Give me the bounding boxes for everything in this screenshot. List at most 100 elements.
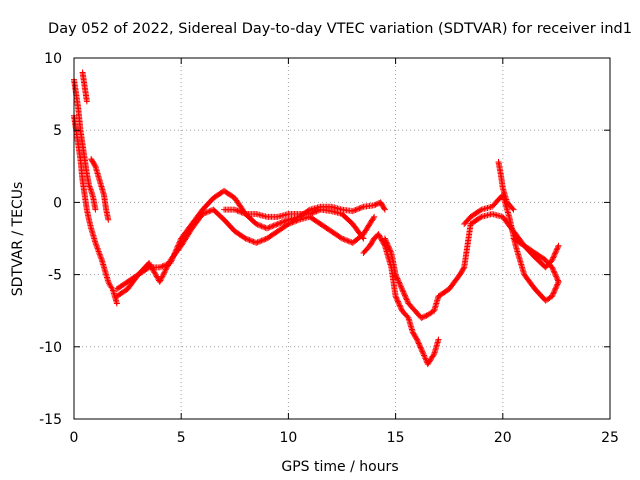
data-point xyxy=(288,219,295,226)
data-point xyxy=(92,239,99,246)
data-point xyxy=(286,220,293,227)
data-point xyxy=(337,234,344,241)
data-point xyxy=(238,209,245,216)
y-tick-label: -10 xyxy=(39,340,62,356)
y-tick-label: 0 xyxy=(53,195,62,211)
y-tick-label: -15 xyxy=(39,412,62,428)
data-point xyxy=(313,208,320,215)
chart-title: Day 052 of 2022, Sidereal Day-to-day VTE… xyxy=(48,21,632,37)
data-point xyxy=(549,264,556,271)
data-point xyxy=(421,353,428,360)
data-point xyxy=(160,270,167,277)
data-point xyxy=(549,255,556,262)
data-point xyxy=(202,209,209,216)
data-point xyxy=(510,206,517,213)
data-point xyxy=(395,278,402,285)
data-point xyxy=(205,208,211,215)
data-point xyxy=(341,236,348,243)
data-point xyxy=(86,182,93,189)
data-point xyxy=(343,237,350,244)
data-point xyxy=(398,284,405,291)
data-point xyxy=(266,224,273,231)
data-point xyxy=(199,210,206,217)
data-point xyxy=(397,303,404,310)
data-point xyxy=(161,269,168,276)
data-point xyxy=(162,266,169,273)
data-point xyxy=(551,269,558,276)
data-point xyxy=(165,261,172,268)
data-point xyxy=(370,215,377,222)
data-point xyxy=(97,254,104,261)
data-point xyxy=(261,224,268,231)
data-point xyxy=(253,221,260,228)
data-point xyxy=(554,276,561,283)
data-point xyxy=(241,210,248,217)
data-point xyxy=(404,297,411,304)
data-point xyxy=(255,238,262,245)
data-point xyxy=(418,345,425,352)
data-point xyxy=(550,290,557,297)
data-point xyxy=(159,263,166,270)
data-point xyxy=(158,263,165,270)
data-point xyxy=(164,262,171,269)
data-point xyxy=(93,242,100,249)
data-point xyxy=(416,341,423,348)
data-point xyxy=(381,235,388,242)
data-point xyxy=(106,280,113,287)
data-point xyxy=(393,295,400,302)
data-point xyxy=(352,206,359,213)
data-point xyxy=(376,232,383,239)
data-point xyxy=(160,272,167,279)
data-point xyxy=(383,239,390,246)
grid xyxy=(74,58,610,419)
x-tick-label: 5 xyxy=(177,430,186,446)
data-point xyxy=(415,339,422,346)
data-point xyxy=(243,236,250,243)
data-point xyxy=(422,313,429,320)
data-point xyxy=(477,214,484,221)
data-point xyxy=(384,240,391,247)
data-point xyxy=(378,236,385,243)
data-point xyxy=(289,219,296,226)
data-point xyxy=(393,272,400,279)
data-point xyxy=(396,301,403,308)
data-point xyxy=(166,259,173,266)
data-point xyxy=(272,222,278,229)
data-point xyxy=(552,285,559,292)
data-point xyxy=(394,298,401,305)
data-point xyxy=(553,246,560,253)
data-point xyxy=(386,246,393,253)
data-point xyxy=(340,236,347,243)
data-point xyxy=(394,276,401,283)
y-tick-label: 5 xyxy=(53,123,62,139)
data-point xyxy=(423,312,430,319)
data-point xyxy=(549,291,556,298)
data-point xyxy=(435,336,442,343)
data-point xyxy=(393,274,400,281)
data-point xyxy=(92,241,99,248)
data-point xyxy=(553,274,560,281)
data-point xyxy=(372,201,379,208)
data-point xyxy=(418,314,425,321)
y-tick-label: 10 xyxy=(44,51,62,67)
data-markers xyxy=(71,69,562,368)
data-point xyxy=(294,217,301,224)
data-point xyxy=(552,250,559,257)
data-point xyxy=(396,302,403,309)
data-point xyxy=(231,206,238,213)
data-point xyxy=(234,207,241,214)
data-point xyxy=(359,204,366,211)
data-point xyxy=(509,205,516,212)
data-point xyxy=(357,204,364,211)
data-point xyxy=(312,208,319,215)
data-point xyxy=(397,305,404,312)
data-point xyxy=(254,239,261,246)
data-point xyxy=(98,255,105,262)
data-point xyxy=(263,225,270,232)
x-tick-labels: 0 5 10 15 20 25 xyxy=(70,430,619,446)
data-point xyxy=(257,222,264,229)
data-point xyxy=(550,254,557,261)
data-point xyxy=(395,299,402,306)
data-point xyxy=(413,335,420,342)
data-point xyxy=(403,296,410,303)
